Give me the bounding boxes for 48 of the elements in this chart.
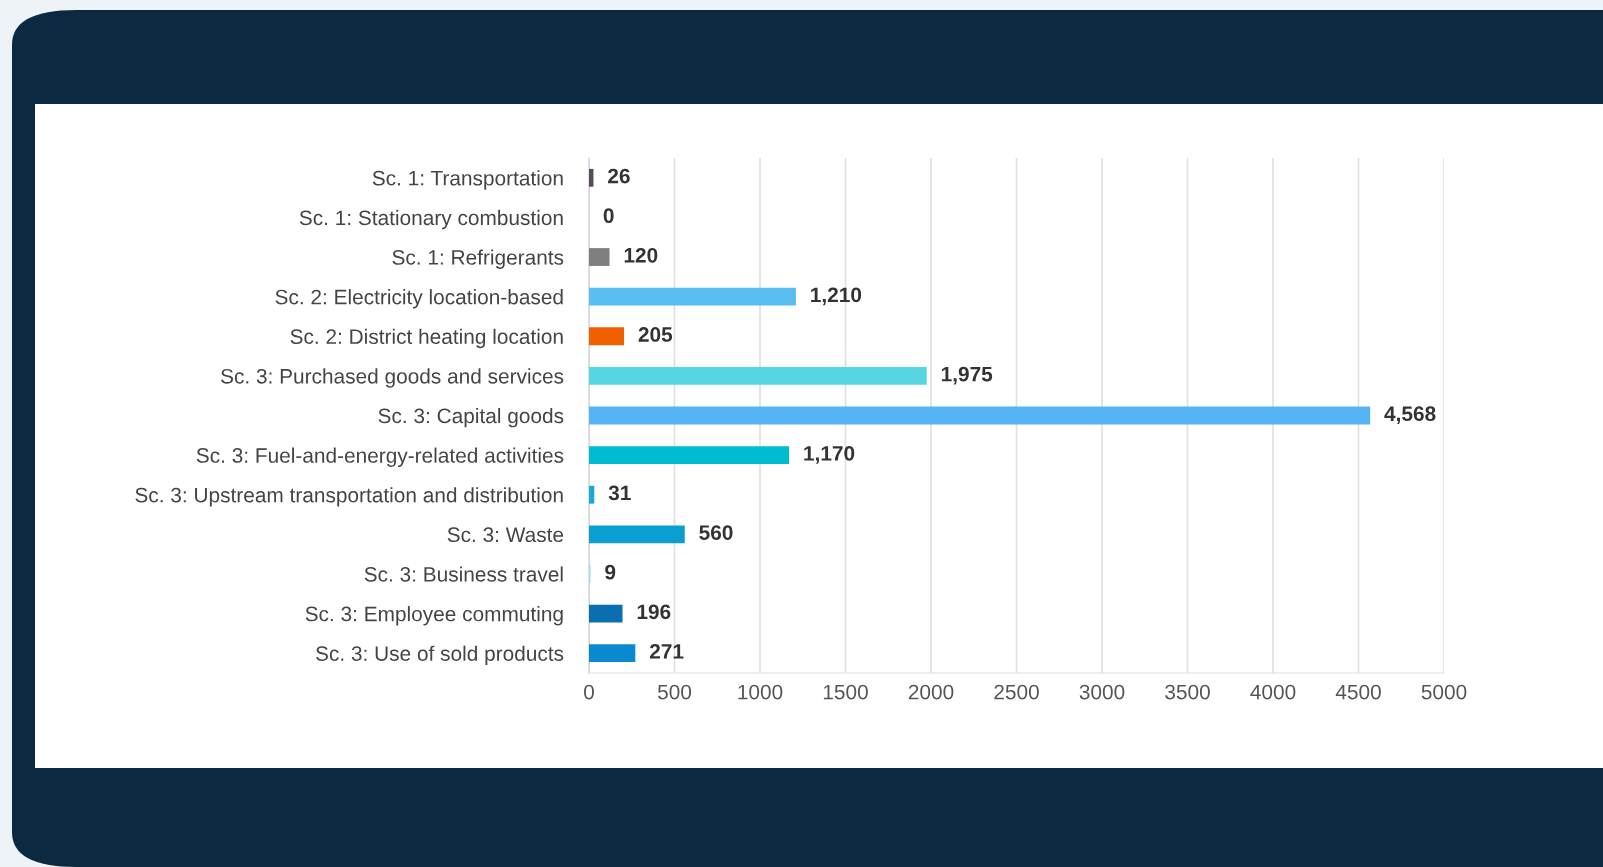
data-label: 205 (638, 327, 673, 342)
y-tick-label: Sc. 3: Capital goods (378, 407, 564, 428)
x-tick-label: 1000 (738, 684, 783, 700)
x-tick-label: 5000 (1421, 684, 1467, 700)
x-tick-label: 500 (657, 684, 692, 700)
y-tick-label: Sc. 2: Electricity location-based (275, 289, 563, 309)
bar (589, 525, 685, 544)
y-tick-label: Sc. 2: District heating location (290, 328, 563, 349)
bar (589, 327, 625, 346)
bar (589, 287, 796, 306)
data-label: 9 (605, 564, 616, 580)
bar (589, 644, 636, 663)
data-label: 1,975 (941, 366, 993, 385)
y-tick-label: Sc. 3: Business travel (364, 566, 563, 582)
bar (589, 406, 1371, 425)
y-tick-label: Sc. 3: Waste (447, 527, 564, 543)
x-tick-label: 4000 (1250, 684, 1296, 700)
bar (589, 604, 623, 623)
data-label: 271 (649, 644, 684, 659)
y-tick-label: Sc. 1: Stationary combustion (299, 209, 563, 230)
x-tick-label: 2000 (908, 684, 954, 700)
data-label: 4,568 (1384, 406, 1436, 425)
data-label: 560 (699, 525, 733, 540)
y-tick-label: Sc. 1: Transportation (372, 170, 563, 190)
bar (589, 366, 927, 385)
data-label: 120 (624, 247, 658, 263)
data-label: 31 (608, 485, 631, 501)
data-label: 26 (608, 168, 630, 184)
y-tick-label: Sc. 3: Employee commuting (305, 606, 563, 626)
y-tick-label: Sc. 3: Fuel-and-energy-related activities (196, 447, 564, 467)
x-tick-label: 2500 (994, 684, 1039, 700)
x-tick-label: 4500 (1335, 684, 1381, 700)
data-label: 1,210 (811, 287, 862, 306)
x-tick-label: 3000 (1079, 684, 1125, 700)
bar (589, 168, 594, 187)
data-label: 196 (637, 604, 671, 620)
y-tick-label: Sc. 3: Use of sold products (316, 645, 564, 666)
y-tick-label: Sc. 3: Upstream transportation and distribution (135, 487, 563, 507)
data-label: 0 (603, 208, 614, 224)
bar (589, 485, 595, 504)
y-tick-label: Sc. 1: Refrigerants (392, 249, 564, 269)
bar (589, 446, 790, 465)
data-label: 1,170 (804, 445, 855, 464)
x-tick-label: 0 (584, 684, 594, 700)
x-tick-label: 3500 (1165, 684, 1210, 700)
x-tick-label: 1500 (823, 684, 868, 700)
bar (589, 248, 610, 266)
y-tick-label: Sc. 3: Purchased goods and services (221, 368, 564, 388)
